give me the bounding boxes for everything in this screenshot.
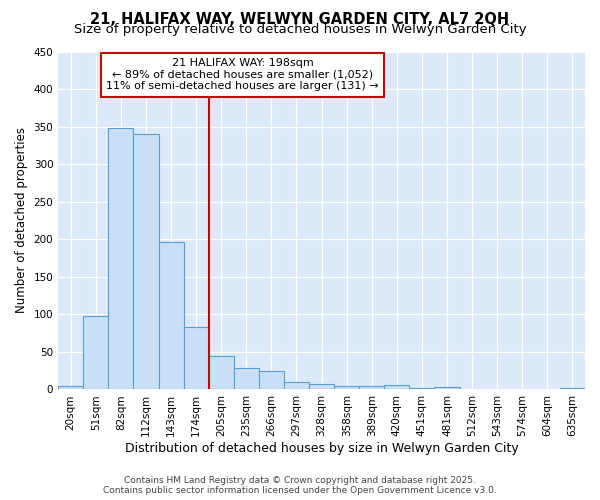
Text: Contains HM Land Registry data © Crown copyright and database right 2025.
Contai: Contains HM Land Registry data © Crown c… [103, 476, 497, 495]
Bar [359, 386, 385, 390]
X-axis label: Distribution of detached houses by size in Welwyn Garden City: Distribution of detached houses by size … [125, 442, 518, 455]
Bar [259, 370, 284, 390]
Text: 21 HALIFAX WAY: 198sqm
← 89% of detached houses are smaller (1,052)
11% of semi-: 21 HALIFAX WAY: 198sqm ← 89% of detached… [106, 58, 379, 92]
Bar [385, 385, 409, 390]
Bar [158, 242, 184, 390]
Bar [234, 368, 259, 390]
Bar [535, 388, 560, 390]
Bar [83, 316, 109, 390]
Bar [133, 134, 158, 390]
Text: Size of property relative to detached houses in Welwyn Garden City: Size of property relative to detached ho… [74, 22, 526, 36]
Bar [309, 384, 334, 390]
Text: 21, HALIFAX WAY, WELWYN GARDEN CITY, AL7 2QH: 21, HALIFAX WAY, WELWYN GARDEN CITY, AL7… [91, 12, 509, 28]
Bar [409, 388, 434, 390]
Bar [58, 386, 83, 390]
Y-axis label: Number of detached properties: Number of detached properties [15, 128, 28, 314]
Bar [109, 128, 133, 390]
Bar [209, 356, 234, 390]
Bar [334, 386, 359, 390]
Bar [485, 388, 510, 390]
Bar [560, 388, 585, 390]
Bar [460, 388, 485, 390]
Bar [284, 382, 309, 390]
Bar [184, 327, 209, 390]
Bar [434, 387, 460, 390]
